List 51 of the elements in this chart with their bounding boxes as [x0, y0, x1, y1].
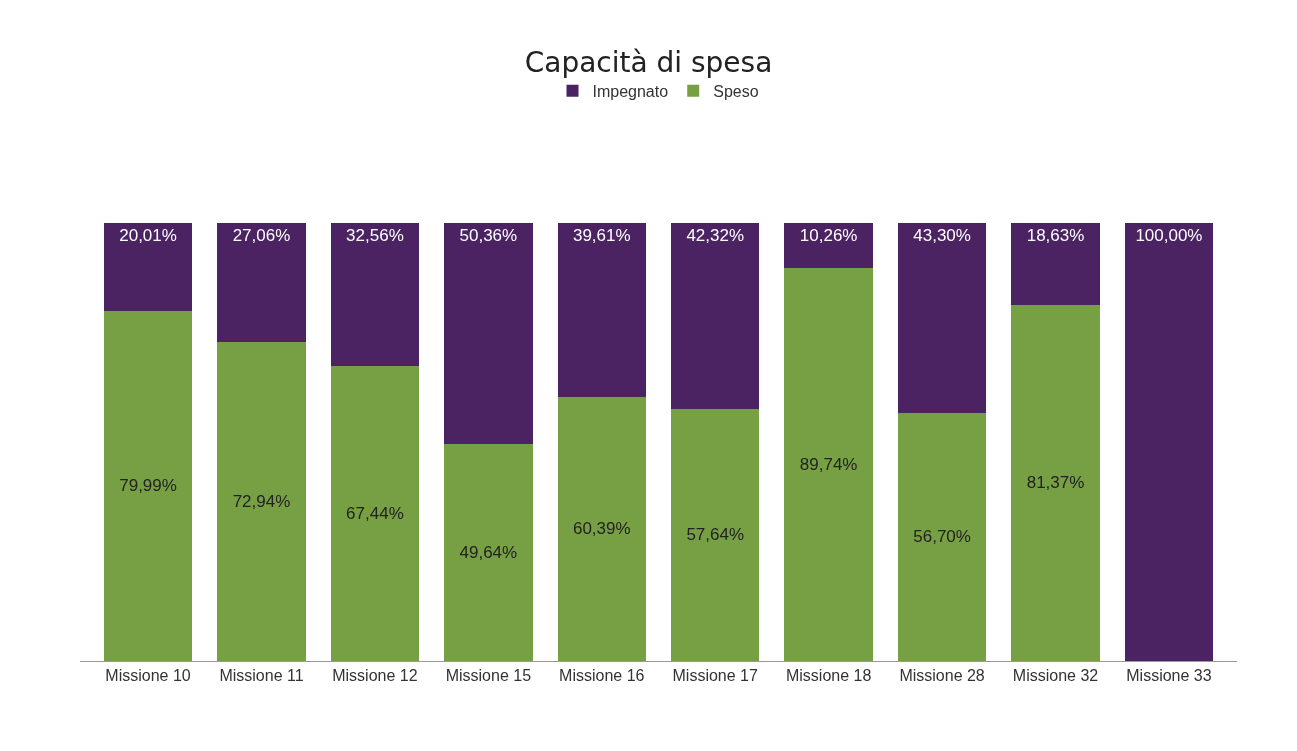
x-tick-label: Missione 17 [672, 667, 759, 685]
x-tick-label: Missione 10 [105, 667, 191, 685]
bar [444, 443, 533, 661]
data-label: 32,56% [346, 226, 404, 246]
bar [1011, 223, 1100, 305]
data-label: 10,26% [799, 226, 858, 246]
data-label: 43,30% [913, 226, 971, 246]
data-label: 67,44% [346, 503, 404, 523]
bar [217, 341, 306, 661]
bar [444, 223, 533, 444]
bar [897, 223, 987, 413]
bar [557, 396, 647, 661]
data-label: 27,06% [232, 226, 291, 246]
bar [897, 412, 987, 661]
data-label: 49,64% [459, 542, 518, 562]
data-label: 79,99% [119, 476, 177, 496]
data-label: 57,64% [686, 525, 745, 545]
bar [670, 408, 760, 661]
x-tick-label: Missione 28 [899, 667, 985, 685]
bar [330, 223, 420, 366]
bar [670, 223, 760, 409]
data-label: 50,36% [459, 226, 518, 246]
x-tick-label: Missione 32 [1012, 667, 1099, 685]
bar [1011, 304, 1100, 661]
data-label: 18,63% [1026, 226, 1085, 246]
data-label: 81,37% [1026, 473, 1085, 493]
bar [217, 223, 306, 342]
x-tick-label: Missione 16 [559, 667, 645, 685]
data-label: 20,01% [119, 226, 177, 246]
bar [1124, 223, 1214, 661]
x-tick-label: Missione 12 [332, 667, 418, 685]
bar [103, 310, 193, 661]
x-tick-label: Missione 33 [1126, 667, 1212, 685]
x-tick-label: Missione 15 [445, 667, 532, 685]
data-label: 60,39% [572, 519, 631, 539]
data-label: 89,74% [799, 454, 858, 474]
data-label: 42,32% [686, 226, 745, 246]
data-label: 56,70% [913, 527, 971, 547]
bar [784, 223, 873, 268]
data-label: 100,00% [1135, 226, 1203, 246]
chart-title: Capacità di spesa [524, 46, 773, 80]
data-label: 72,94% [232, 491, 291, 511]
x-tick-label: Missione 11 [219, 667, 304, 685]
data-label: 39,61% [572, 226, 631, 246]
bar [557, 223, 647, 397]
legend-label: Speso [713, 82, 759, 100]
x-tick-label: Missione 18 [785, 667, 872, 685]
legend-label: Impegnato [592, 82, 669, 100]
bar [330, 365, 420, 661]
bar [784, 267, 873, 661]
bar [103, 223, 193, 311]
